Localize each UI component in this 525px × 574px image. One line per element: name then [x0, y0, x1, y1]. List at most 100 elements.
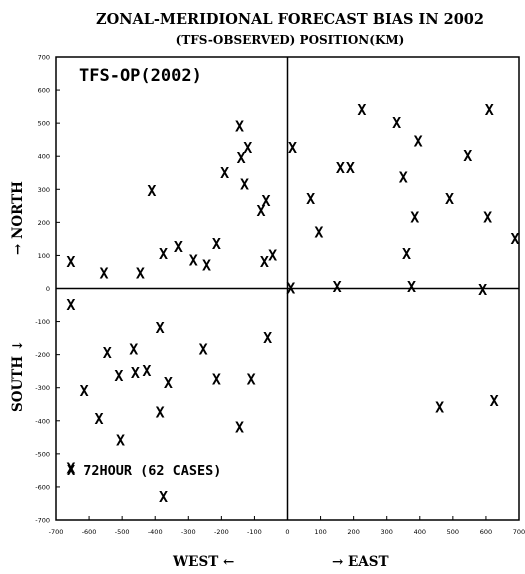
chart-title: ZONAL-MERIDIONAL FORECAST BIAS IN 2002 — [96, 11, 484, 28]
x-tick-label: -500 — [115, 528, 130, 536]
quadrant-lines — [56, 57, 519, 520]
data-point-marker: X — [114, 367, 123, 385]
y-tick-label: 400 — [38, 153, 50, 161]
cases-label: X 72HOUR (62 CASES) — [67, 463, 221, 479]
data-point-marker: X — [478, 281, 487, 299]
data-point-marker: X — [66, 253, 75, 271]
x-axis-ticks: -700 -600 -500 -400 -300 -200 -100 0 100 200 300 40… — [49, 516, 525, 536]
data-point-marker: X — [410, 208, 419, 226]
data-point-marker: X — [156, 404, 165, 422]
data-point-marker: X — [263, 329, 272, 347]
data-point-marker: X — [414, 132, 423, 150]
data-point-marker: X — [80, 382, 89, 400]
inner-label: TFS-OP(2002) — [79, 66, 202, 86]
data-point-marker: X — [247, 370, 256, 388]
y-tick-label: -300 — [35, 384, 50, 392]
y-tick-label: 700 — [38, 54, 50, 62]
y-axis-ticks: -700 -600 -500 -400 -300 -200 -100 0 100 200 300 40… — [35, 54, 60, 525]
data-point-marker: X — [483, 208, 492, 226]
x-tick-label: -200 — [214, 528, 229, 536]
data-point-marker: X — [94, 410, 103, 428]
data-point-marker: X — [333, 278, 342, 296]
data-point-marker: X — [66, 460, 75, 478]
x-tick-label: -400 — [148, 528, 163, 536]
data-point-marker: X — [314, 223, 323, 241]
data-point-marker: X — [286, 280, 295, 298]
y-tick-label: 300 — [38, 186, 50, 194]
data-point-marker: X — [129, 341, 138, 359]
data-point-marker: X — [156, 319, 165, 337]
x-tick-label: -700 — [49, 528, 64, 536]
data-point-marker: X — [189, 251, 198, 269]
data-point-marker: X — [399, 169, 408, 187]
data-point-marker: X — [346, 159, 355, 177]
y-tick-label: -700 — [35, 517, 50, 525]
data-point-marker: X — [402, 245, 411, 263]
data-point-marker: X — [136, 265, 145, 283]
data-point-marker: X — [220, 164, 229, 182]
data-point-marker: X — [435, 399, 444, 417]
data-point-marker: X — [142, 362, 151, 380]
data-point-marker: X — [212, 235, 221, 253]
y-tick-label: 200 — [38, 219, 50, 227]
data-point-marker: X — [147, 182, 156, 200]
data-point-marker: X — [485, 101, 494, 119]
data-point-marker: X — [392, 114, 401, 132]
y-tick-label: -100 — [35, 318, 50, 326]
y-tick-label: 100 — [38, 252, 50, 260]
x-axis-label-west: WEST ← — [172, 554, 234, 570]
data-point-marker: X — [243, 139, 252, 157]
y-tick-label: -600 — [35, 483, 50, 491]
data-point-marker: X — [261, 192, 270, 210]
x-tick-label: 500 — [447, 528, 459, 536]
data-point-marker: X — [131, 364, 140, 382]
data-point-marker: X — [407, 278, 416, 296]
x-tick-label: 100 — [314, 528, 326, 536]
data-point-marker: X — [240, 175, 249, 193]
data-point-marker: X — [174, 238, 183, 256]
data-point-marker: X — [510, 230, 519, 248]
x-tick-label: 700 — [513, 528, 525, 536]
y-tick-label: 600 — [38, 87, 50, 95]
x-tick-label: 300 — [381, 528, 393, 536]
y-tick-label: 500 — [38, 120, 50, 128]
data-point-marker: X — [159, 245, 168, 263]
chart-subtitle: (TFS-OBSERVED) POSITION(KM) — [176, 33, 405, 47]
data-point-marker: X — [235, 117, 244, 135]
data-point-marker: X — [288, 139, 297, 157]
data-point-marker: X — [490, 392, 499, 410]
data-point-marker: X — [103, 344, 112, 362]
x-tick-label: 0 — [285, 528, 289, 536]
x-tick-label: -100 — [247, 528, 262, 536]
data-point-marker: X — [268, 246, 277, 264]
y-tick-label: -400 — [35, 417, 50, 425]
y-tick-label: -200 — [35, 351, 50, 359]
y-tick-label: -500 — [35, 450, 50, 458]
x-tick-label: 400 — [414, 528, 426, 536]
data-point-marker: X — [260, 253, 269, 271]
data-point-marker: X — [159, 488, 168, 506]
y-axis-label-south: SOUTH ↓ — [10, 340, 26, 412]
data-point-marker: X — [99, 265, 108, 283]
x-tick-label: -300 — [181, 528, 196, 536]
data-point-marker: X — [212, 370, 221, 388]
x-tick-label: -600 — [82, 528, 97, 536]
data-point-marker: X — [202, 256, 211, 274]
data-point-marker: X — [336, 159, 345, 177]
x-tick-label: 600 — [480, 528, 492, 536]
y-axis-label-north: → NORTH — [10, 181, 26, 255]
data-point-marker: X — [164, 374, 173, 392]
data-point-marker: X — [357, 101, 366, 119]
data-point-marker: X — [116, 432, 125, 450]
data-point-marker: X — [257, 202, 266, 220]
x-axis-label-east: → EAST — [332, 554, 389, 570]
data-point-marker: X — [237, 149, 246, 167]
data-point-marker: X — [445, 190, 454, 208]
x-tick-label: 200 — [347, 528, 359, 536]
data-point-marker: X — [235, 418, 244, 436]
y-tick-label: 0 — [46, 285, 50, 293]
data-point-marker: X — [199, 341, 208, 359]
data-point-marker: X — [463, 147, 472, 165]
